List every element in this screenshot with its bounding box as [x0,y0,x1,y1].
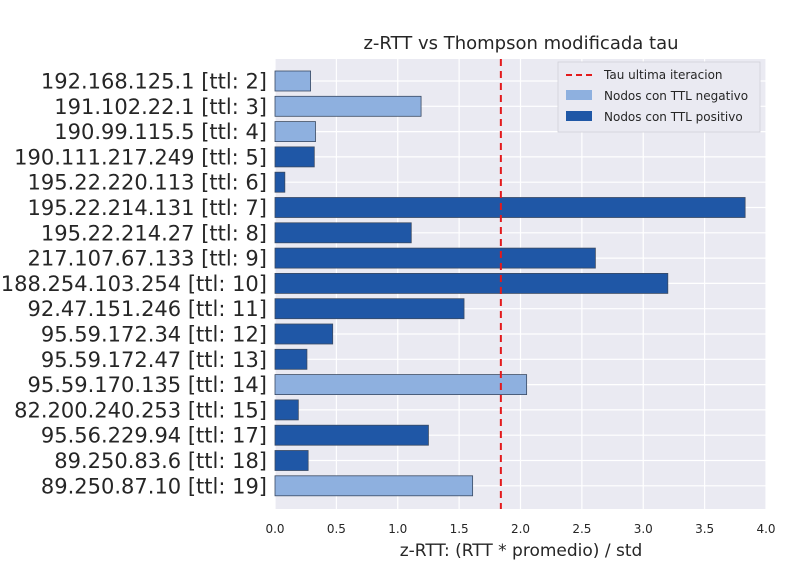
y-tick-label: 89.250.83.6 [ttl: 18] [54,449,267,473]
x-tick-label: 2.5 [572,522,591,536]
y-tick-label: 195.22.220.113 [ttl: 6] [28,171,267,195]
bar [274,247,596,269]
bar [274,323,334,345]
legend-pos-label: Nodos con TTL positivo [604,110,743,124]
legend: Tau ultima iteracion Nodos con TTL negat… [557,61,761,133]
x-tick-label: 3.5 [695,522,714,536]
y-tick-label: 190.99.115.5 [ttl: 4] [54,120,267,144]
legend-neg-label: Nodos con TTL negativo [604,89,748,103]
y-tick-label: 190.111.217.249 [ttl: 5] [14,145,267,169]
bar [274,95,422,117]
y-tick-label: 217.107.67.133 [ttl: 9] [28,247,267,271]
bar [274,450,309,471]
y-tick-label: 95.59.170.135 [ttl: 14] [28,373,267,397]
x-tick-label: 1.0 [388,522,407,536]
y-tick-label: 188.254.103.254 [ttl: 10] [1,272,267,296]
bar [274,70,311,92]
y-tick-label: 195.22.214.131 [ttl: 7] [28,196,267,220]
y-tick-labels: 192.168.125.1 [ttl: 2]191.102.22.1 [ttl:… [1,70,267,499]
y-tick-label: 95.56.229.94 [ttl: 17] [41,424,267,448]
x-tick-label: 4.0 [756,522,775,536]
legend-neg-swatch [566,90,592,100]
x-tick-label: 0.0 [265,522,284,536]
bar [274,475,474,497]
bar [274,121,316,142]
bar [274,272,669,294]
y-tick-label: 89.250.87.10 [ttl: 19] [41,474,267,498]
x-tick-label: 2.0 [511,522,530,536]
chart-title: z-RTT vs Thompson modificada tau [363,33,678,54]
y-tick-label: 82.200.240.253 [ttl: 15] [14,398,267,422]
bar [274,424,429,446]
bar [274,348,308,370]
y-tick-label: 191.102.22.1 [ttl: 3] [54,95,267,119]
bar [274,171,286,193]
bar [274,146,315,168]
bar [274,399,299,421]
bar [274,222,412,244]
x-tick-label: 0.5 [327,522,346,536]
bar [274,374,528,396]
x-tick-labels: 0.0 0.5 1.0 1.5 2.0 2.5 3.0 3.5 4.0 [265,522,775,536]
legend-tau-label: Tau ultima iteracion [603,68,723,82]
y-tick-label: 95.59.172.47 [ttl: 13] [41,348,267,372]
y-tick-label: 195.22.214.27 [ttl: 8] [41,221,267,245]
x-tick-label: 3.0 [634,522,653,536]
bar [274,298,465,320]
bars [274,70,746,497]
x-tick-label: 1.5 [450,522,469,536]
x-axis-label: z-RTT: (RTT * promedio) / std [400,541,643,561]
y-tick-label: 192.168.125.1 [ttl: 2] [41,70,267,94]
y-tick-label: 95.59.172.34 [ttl: 12] [41,323,267,347]
legend-pos-swatch [566,111,592,121]
bar [274,197,746,218]
y-tick-label: 92.47.151.246 [ttl: 11] [28,297,267,321]
